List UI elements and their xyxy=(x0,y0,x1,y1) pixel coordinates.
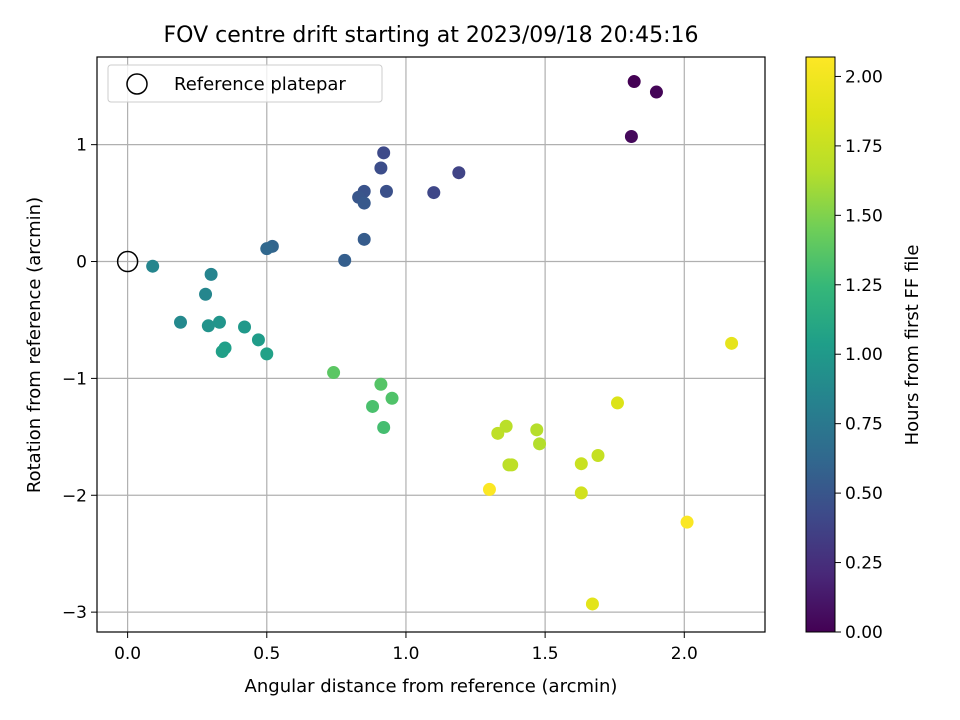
data-point xyxy=(260,347,274,361)
colorbar-tick-label: 2.00 xyxy=(845,67,883,87)
data-point xyxy=(624,129,638,143)
data-point xyxy=(591,449,605,463)
x-tick-label: 0.5 xyxy=(253,644,280,664)
data-point xyxy=(146,259,160,273)
data-point xyxy=(725,336,739,350)
data-point xyxy=(174,315,187,329)
data-point xyxy=(357,196,371,210)
data-point xyxy=(238,320,252,334)
data-point xyxy=(585,597,599,611)
chart-title: FOV centre drift starting at 2023/09/18 … xyxy=(164,23,699,48)
data-point xyxy=(366,399,380,413)
x-tick-label: 0.0 xyxy=(114,644,141,664)
data-point xyxy=(499,419,513,433)
reference-point-marker xyxy=(116,250,139,273)
plot-frame xyxy=(96,56,766,633)
data-point xyxy=(251,333,265,347)
colorbar-tick-label: 1.25 xyxy=(845,276,883,296)
data-point xyxy=(452,166,466,180)
colorbar-tick-label: 1.50 xyxy=(845,206,883,226)
legend-marker xyxy=(126,73,148,95)
data-point xyxy=(574,486,588,500)
data-point xyxy=(427,186,441,200)
colorbar-tick-label: 0.25 xyxy=(845,554,883,574)
colorbar-gradient xyxy=(805,56,836,633)
x-axis-ticks: 0.0 0.5 1.0 1.5 2.0 xyxy=(114,632,698,664)
x-axis-label: Angular distance from reference (arcmin) xyxy=(245,676,618,697)
grid-lines xyxy=(97,57,765,632)
y-axis-ticks: 1 0 −1 −2 −3 xyxy=(62,136,97,623)
data-point xyxy=(199,287,213,301)
y-tick-label: −2 xyxy=(62,486,87,506)
data-point xyxy=(338,253,352,267)
y-tick-label: 0 xyxy=(76,253,87,273)
legend: Reference platepar xyxy=(107,64,383,103)
data-point xyxy=(574,457,588,471)
data-point xyxy=(215,345,229,359)
data-point xyxy=(680,515,694,529)
y-axis-label: Rotation from reference (arcmin) xyxy=(24,197,45,493)
y-tick-label: 1 xyxy=(76,136,87,156)
y-tick-label: −1 xyxy=(62,369,87,389)
data-point xyxy=(610,396,624,410)
data-points xyxy=(116,75,739,611)
x-tick-label: 1.5 xyxy=(532,644,559,664)
data-point xyxy=(204,267,218,281)
data-point xyxy=(212,315,226,329)
legend-label: Reference platepar xyxy=(174,74,346,95)
colorbar-tick-label: 1.75 xyxy=(845,137,883,157)
data-point xyxy=(385,391,399,405)
legend-box xyxy=(107,64,383,103)
data-point xyxy=(530,423,544,437)
y-tick-label: −3 xyxy=(62,603,87,623)
colorbar-tick-label: 0.75 xyxy=(845,415,883,435)
colorbar-tick-label: 0.50 xyxy=(845,484,883,504)
data-point xyxy=(201,319,215,333)
colorbar-label: Hours from first FF file xyxy=(902,245,923,446)
data-point xyxy=(374,377,388,391)
x-tick-label: 2.0 xyxy=(671,644,698,664)
colorbar: 0.00 0.25 0.50 0.75 1.00 1.25 1.50 1.75 2.00 Hou… xyxy=(805,56,923,643)
data-point xyxy=(649,85,663,99)
data-point xyxy=(327,366,341,380)
data-point xyxy=(627,75,641,89)
data-point xyxy=(482,482,496,496)
data-point xyxy=(377,420,391,434)
data-point xyxy=(379,184,393,198)
data-point xyxy=(505,458,519,472)
colorbar-tick-label: 0.00 xyxy=(845,623,883,643)
data-point xyxy=(377,146,391,160)
x-tick-label: 1.0 xyxy=(392,644,419,664)
data-point xyxy=(374,161,388,175)
colorbar-ticks: 0.00 0.25 0.50 0.75 1.00 1.25 1.50 1.75 2.00 xyxy=(835,67,883,643)
data-point xyxy=(260,242,274,256)
data-point xyxy=(533,437,547,451)
colorbar-tick-label: 1.00 xyxy=(845,345,883,365)
data-point xyxy=(357,232,371,246)
